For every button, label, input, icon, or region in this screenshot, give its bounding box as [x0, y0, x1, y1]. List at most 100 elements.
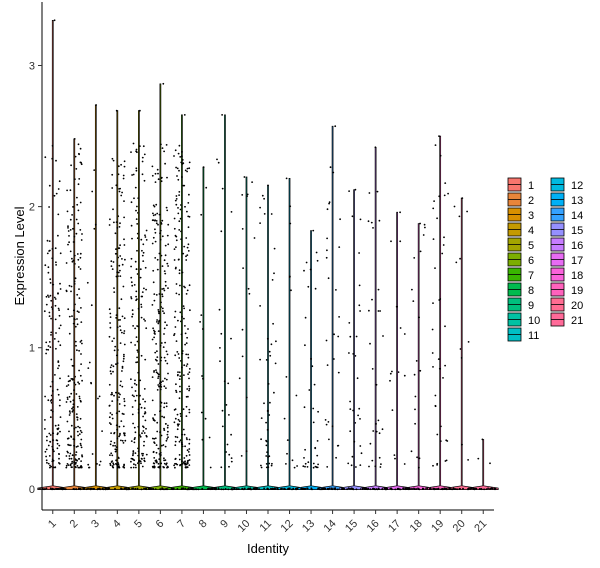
point-19	[431, 328, 434, 331]
point-7	[176, 175, 178, 177]
point-1	[52, 448, 54, 451]
point-1	[50, 317, 52, 320]
point-5	[131, 309, 134, 312]
point-2	[78, 297, 81, 299]
point-6	[157, 466, 160, 469]
zero-point-3	[98, 487, 101, 490]
point-1	[45, 352, 47, 355]
point-2	[80, 438, 83, 441]
point-1	[53, 19, 56, 22]
zero-point-12	[281, 487, 283, 490]
point-4	[111, 268, 114, 270]
point-7	[188, 442, 191, 445]
point-5	[136, 205, 138, 208]
point-2	[68, 430, 70, 433]
zero-point-10	[243, 488, 245, 491]
point-6	[157, 384, 160, 386]
zero-point-19	[437, 487, 440, 490]
point-16	[382, 335, 384, 337]
point-5	[143, 432, 146, 434]
point-6	[158, 458, 161, 460]
point-7	[174, 440, 177, 443]
zero-point-17	[404, 488, 407, 491]
point-7	[188, 387, 191, 390]
point-2	[66, 396, 69, 399]
point-15	[349, 430, 352, 433]
zero-point-7	[176, 488, 179, 490]
point-6	[156, 350, 158, 353]
point-6	[155, 294, 158, 296]
point-20	[455, 261, 458, 264]
point-1	[50, 401, 53, 404]
point-1	[55, 192, 58, 195]
zero-point-18	[429, 487, 432, 490]
point-7	[177, 152, 180, 155]
point-4	[115, 109, 118, 112]
point-7	[180, 161, 183, 164]
point-8	[208, 436, 211, 439]
point-4	[119, 275, 122, 277]
point-7	[185, 342, 188, 344]
point-4	[109, 316, 112, 318]
point-7	[174, 408, 177, 410]
zero-point-5	[134, 487, 137, 490]
point-2	[74, 465, 76, 468]
point-6	[155, 369, 157, 371]
point-13	[317, 463, 319, 466]
point-3	[98, 395, 101, 398]
point-8	[201, 375, 203, 377]
point-6	[167, 287, 169, 289]
point-15	[357, 414, 359, 417]
zero-point-6	[161, 487, 164, 490]
point-6	[153, 332, 156, 335]
point-4	[123, 343, 126, 346]
point-2	[73, 283, 76, 285]
point-1	[54, 424, 57, 427]
zero-point-11	[258, 488, 260, 490]
point-4	[118, 425, 121, 428]
point-15	[359, 418, 361, 420]
point-16	[375, 430, 378, 433]
point-4	[109, 312, 112, 315]
point-6	[153, 329, 155, 332]
point-6	[167, 466, 169, 469]
point-15	[354, 188, 357, 191]
point-6	[160, 356, 163, 359]
point-2	[75, 218, 78, 221]
point-21	[477, 457, 480, 460]
point-4	[122, 177, 125, 180]
point-1	[55, 347, 57, 350]
point-2	[70, 392, 73, 395]
point-4	[115, 363, 117, 365]
point-7	[179, 208, 182, 211]
point-7	[188, 167, 191, 170]
point-7	[173, 316, 176, 319]
point-7	[184, 460, 187, 463]
point-5	[142, 415, 145, 418]
zero-point-15	[347, 487, 350, 490]
point-7	[173, 227, 176, 230]
point-7	[182, 428, 185, 431]
point-6	[153, 437, 156, 440]
point-4	[112, 462, 115, 465]
point-17	[391, 370, 393, 373]
x-tick-label: 6	[154, 518, 167, 531]
legend-label-12: 12	[571, 180, 583, 192]
point-10	[240, 455, 243, 457]
point-9	[225, 404, 228, 406]
zero-point-8	[197, 488, 200, 491]
point-13	[316, 440, 319, 442]
point-1	[52, 390, 54, 392]
point-13	[310, 358, 312, 360]
point-8	[201, 438, 204, 441]
point-2	[68, 455, 71, 457]
point-5	[136, 273, 139, 275]
point-11	[259, 206, 261, 209]
point-2	[79, 268, 82, 270]
zero-point-5	[140, 488, 143, 491]
point-10	[238, 377, 241, 380]
point-2	[73, 138, 76, 140]
zero-point-8	[201, 487, 204, 490]
point-4	[118, 466, 121, 469]
